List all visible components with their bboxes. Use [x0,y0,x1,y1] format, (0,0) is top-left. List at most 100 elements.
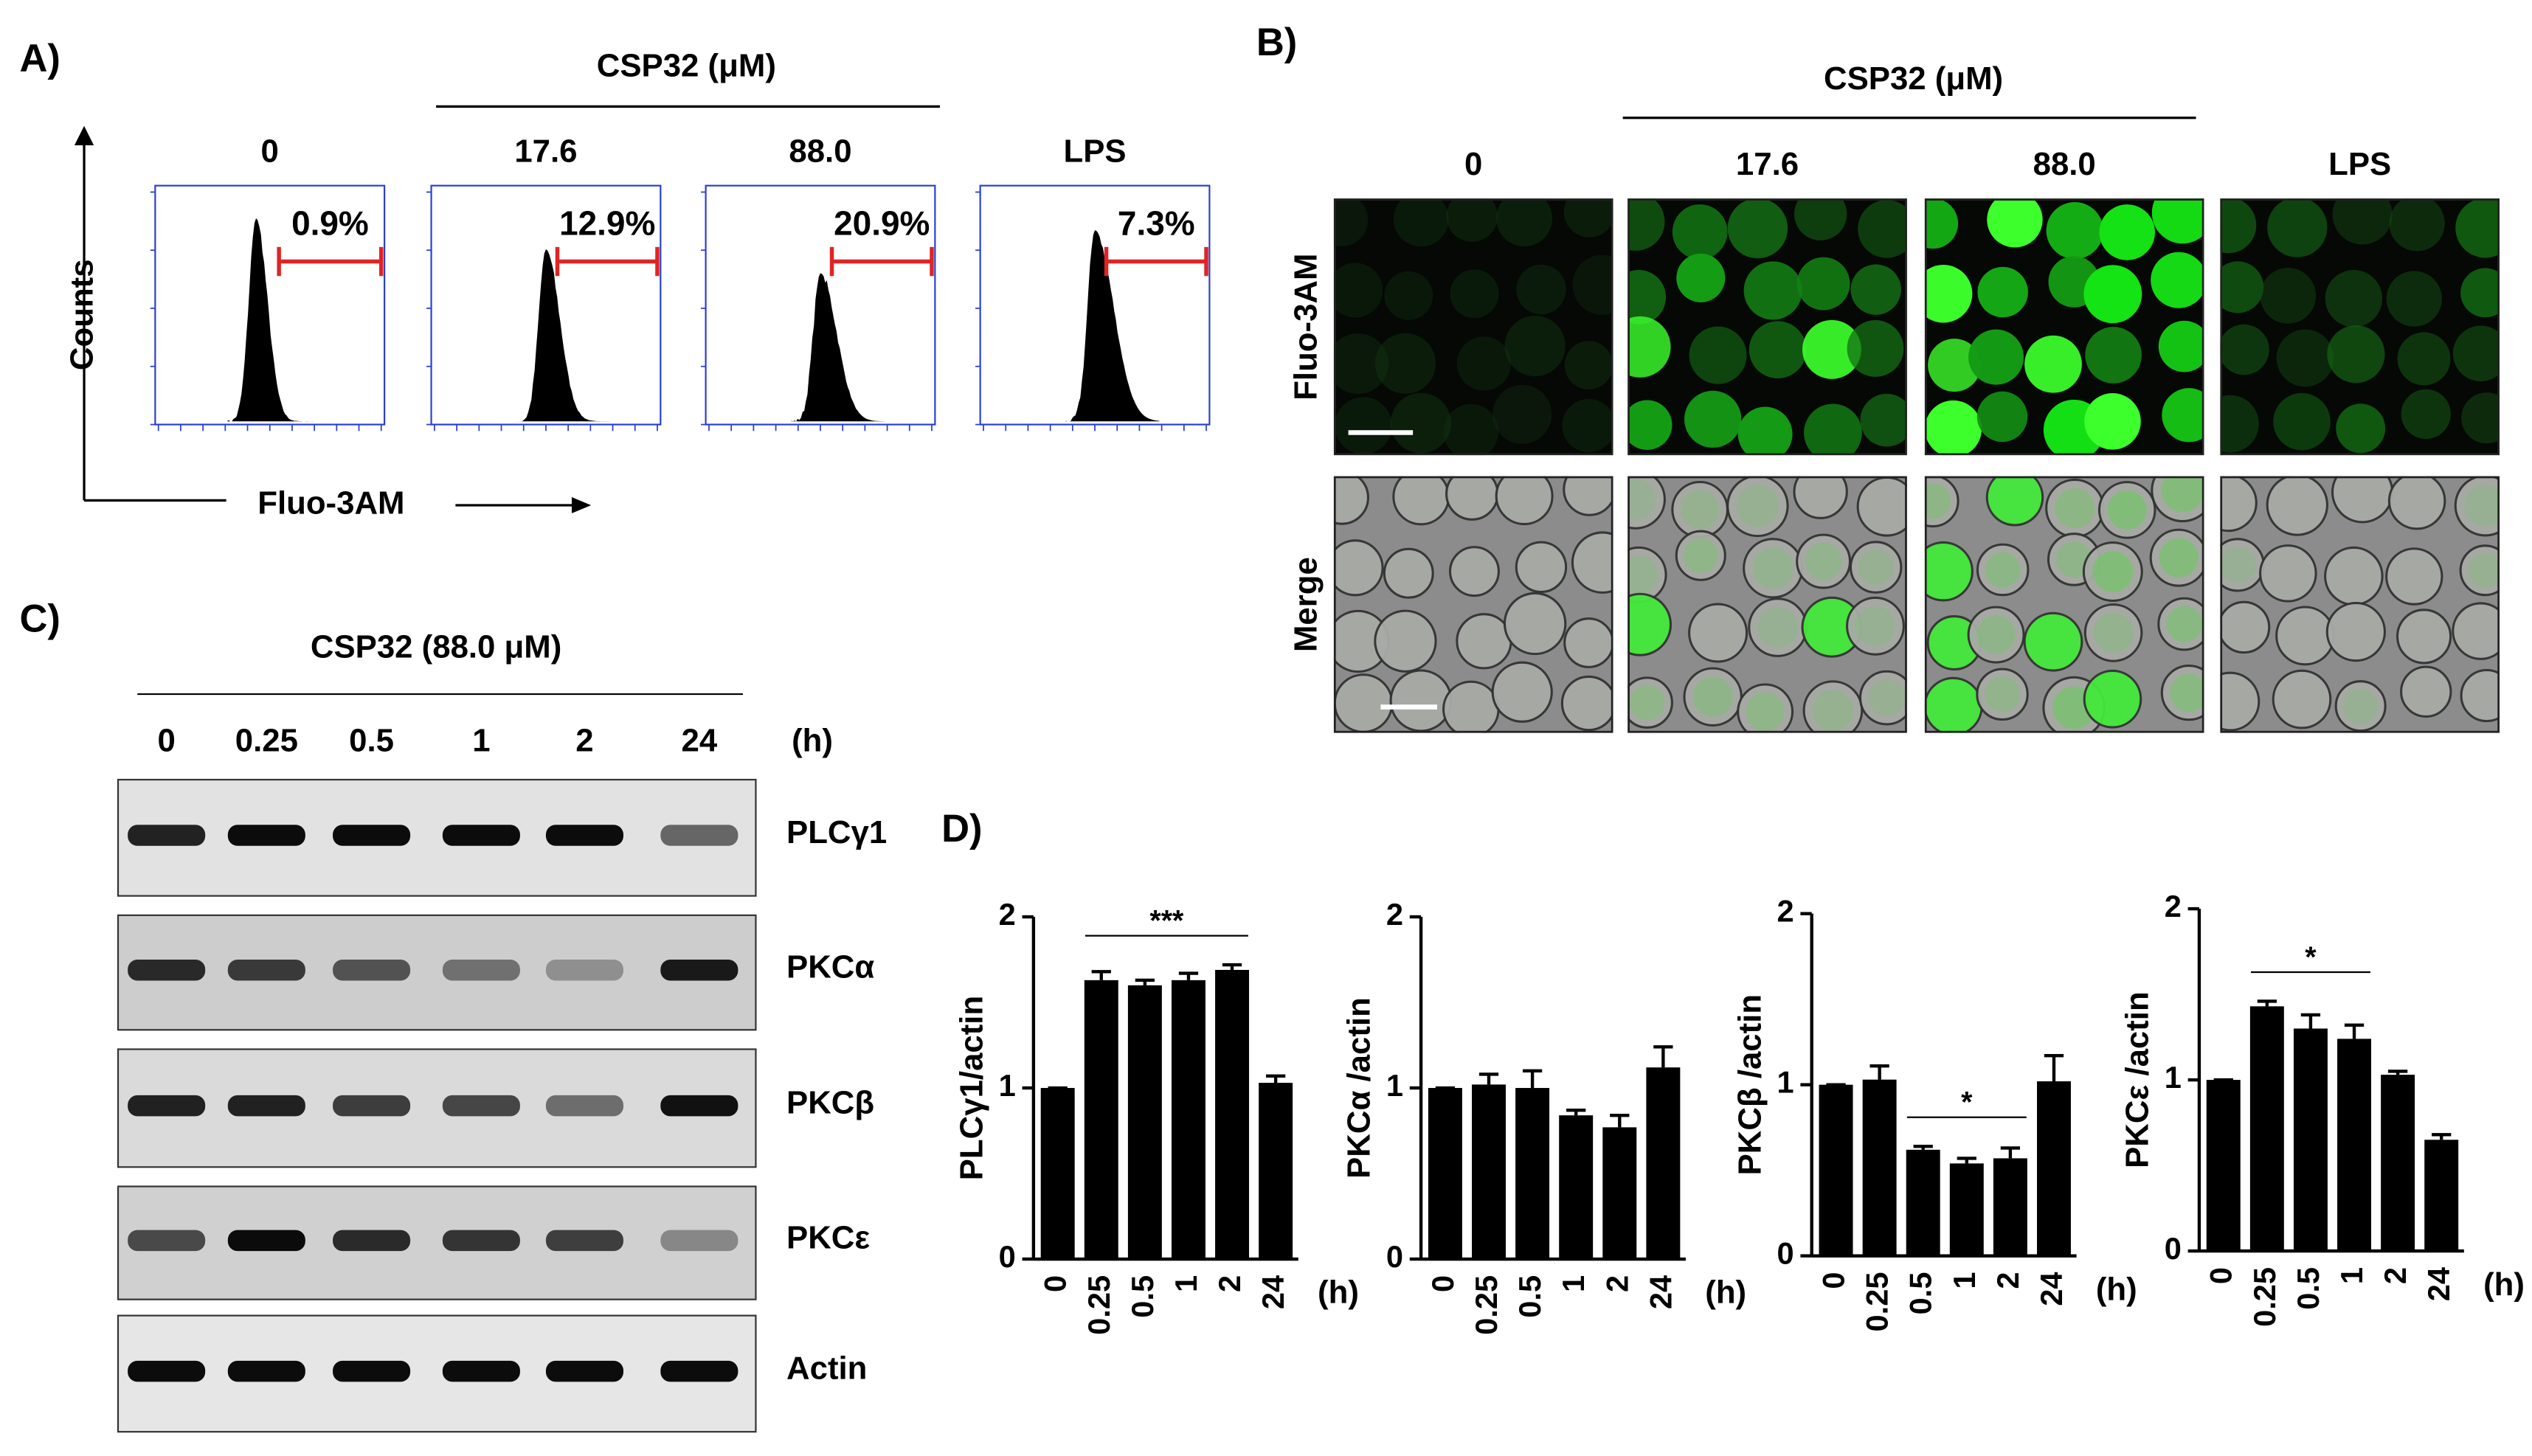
cell [1847,320,1904,377]
bar [2293,1028,2328,1252]
error-bar [1222,963,1242,970]
band [128,1360,206,1382]
micrograph [1628,476,1907,733]
cell [2273,392,2331,451]
cell [2327,325,2385,384]
blot-label: Actin [786,1351,867,1387]
cell [2324,546,2384,606]
micrograph-frame [1333,198,1613,456]
cell [2455,198,2500,258]
cell [1684,390,1742,448]
cell [2259,544,2317,603]
cell-signal [2161,476,2204,513]
cell [2401,389,2451,440]
cell [2099,204,2155,260]
cell-signal [1855,606,1895,646]
cell [1688,603,1748,663]
cell [2275,606,2335,666]
bar [1646,1067,1681,1260]
cell [2083,265,2142,324]
cell [2149,528,2204,587]
bar [1602,1127,1637,1260]
cell [1748,321,1807,378]
error-bar [1478,1072,1499,1085]
x-tick-label: 1 [1947,1272,1982,1289]
y-tick-label: 0 [1777,1236,1794,1271]
cell [1563,476,1613,516]
bar [1040,1088,1075,1260]
cell [2267,198,2328,257]
y-tick-label: 0 [999,1239,1016,1274]
plot-title: 17.6 [514,133,577,169]
cell [1628,198,1665,251]
cell [1393,198,1449,247]
gate-percent: 12.9% [559,204,655,243]
band [442,825,520,846]
x-tick-label: 1 [1556,1275,1591,1292]
cell [1796,257,1850,311]
bar [1949,1163,1984,1256]
cell [1560,675,1613,732]
cell [1492,384,1552,444]
bar [1862,1079,1897,1256]
cell [2387,476,2446,530]
group-label: CSP32 (μM) [597,47,776,83]
histogram [226,218,321,422]
column-title: 17.6 [1736,146,1799,182]
band [660,1360,738,1382]
cell [1743,261,1802,320]
cell [1504,315,1566,377]
bar [1171,980,1206,1260]
error-bar [1091,970,1111,980]
panel-label: D) [941,807,982,850]
error-bar [1869,1064,1889,1080]
cell [2220,261,2264,313]
band [660,960,738,981]
band [442,1360,520,1382]
cell [1794,198,1847,240]
blot [117,1314,757,1433]
cell [1976,668,2029,721]
cell [1515,541,1568,594]
y-axis-label: PKCα /actin [1341,997,1377,1179]
lane-label: 0.5 [349,722,394,758]
micrograph-bg [1333,198,1613,456]
cell-signal [2220,547,2256,583]
error-bar [1610,1113,1630,1128]
blot [117,778,757,897]
bar [1215,969,1250,1260]
cell [2266,476,2328,536]
band [128,825,206,846]
micrograph-frame [1628,198,1907,456]
band [442,960,520,981]
cell [1967,606,2025,664]
cell [2084,393,2141,450]
micrograph [2220,198,2500,456]
micrograph-frame [1333,476,1613,733]
bar [1428,1088,1462,1260]
cell [1858,200,1907,258]
cell [1374,609,1437,673]
cell [2151,476,2204,523]
band [545,825,623,846]
band [333,825,411,846]
band [227,1360,305,1382]
band [545,1095,623,1117]
micrograph [1924,476,2204,733]
cell [1924,400,1982,456]
group-label: CSP32 (μM) [1824,60,2003,97]
error-bar [1266,1074,1286,1084]
cell-signal [1628,479,1656,520]
band [227,1230,305,1252]
band [545,960,623,981]
panel-label: C) [20,597,60,640]
cell-signal [2055,488,2095,529]
cell [2157,597,2204,651]
cell [2454,476,2500,537]
cell [1389,669,1453,732]
cell [2220,395,2259,453]
cell-signal [1736,485,1779,527]
column-title: 88.0 [2033,146,2096,182]
lane-label: 1 [472,722,490,758]
cell [1924,676,1983,733]
